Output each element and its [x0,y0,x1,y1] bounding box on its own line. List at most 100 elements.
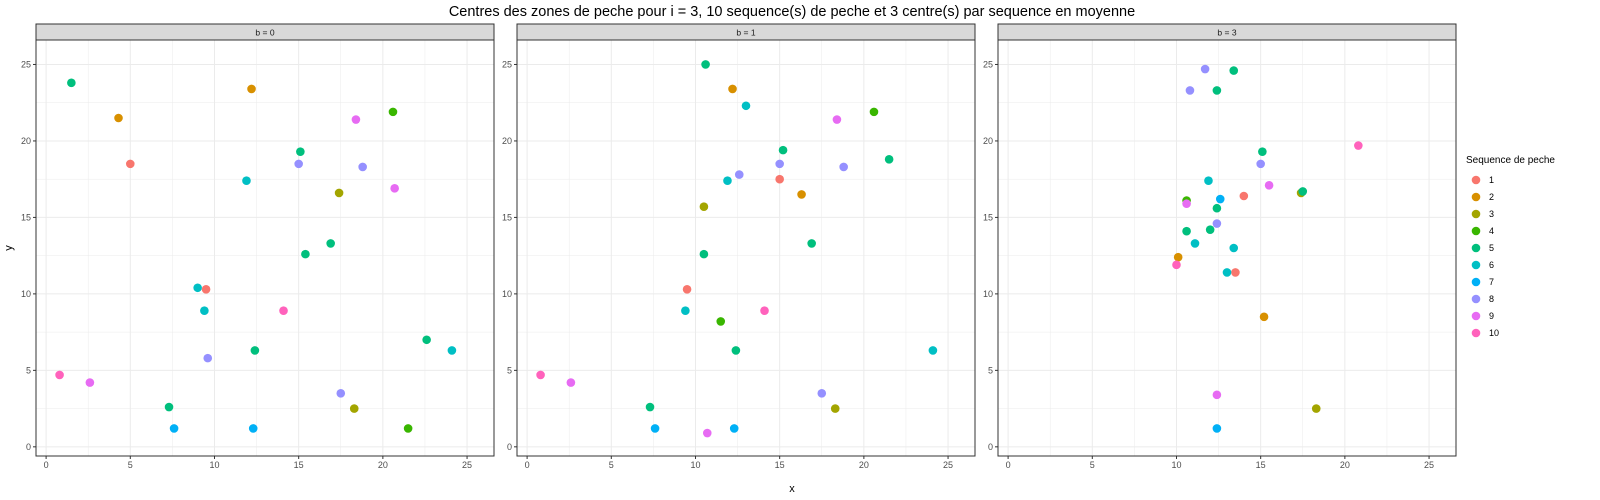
point-seq-2 [1173,252,1183,262]
x-tick-label: 20 [1340,460,1350,470]
point-seq-10 [1172,260,1181,270]
point-seq-9 [1264,180,1274,190]
panel-3: b = 3 0 5 10 15 20 25 0 5 10 15 20 25 [983,23,1457,470]
legend-key [1471,328,1481,338]
x-tick-label: 0 [1006,460,1011,470]
point-seq-7 [1215,194,1225,204]
x-tick-label: 10 [690,460,700,470]
point-seq-8 [294,159,303,169]
legend-key [1471,294,1481,304]
legend-key [1471,311,1481,321]
gridlines [998,40,1456,456]
legend-item-1: 1 [1471,175,1494,185]
legend-item-2: 2 [1471,192,1494,202]
legend-item-5: 5 [1471,243,1494,253]
point-seq-9 [702,428,712,438]
point-seq-10 [1354,141,1363,150]
point-seq-7 [1212,424,1222,433]
point-seq-7 [650,424,660,433]
point-seq-6 [1222,268,1232,277]
point-seq-6 [723,176,732,186]
legend-label: 9 [1489,311,1494,321]
point-seq-5 [1205,225,1215,234]
point-seq-5 [67,78,76,88]
point-seq-3 [349,404,359,413]
point-seq-7 [729,424,739,433]
point-seq-8 [1212,219,1222,228]
point-seq-2 [728,84,737,94]
y-tick-label: 10 [21,289,31,299]
point-seq-9 [1182,199,1191,208]
point-seq-4 [716,317,726,326]
point-seq-6 [1229,243,1239,253]
legend-label: 8 [1489,294,1494,304]
y-tick-label: 20 [502,136,512,146]
y-tick-label: 25 [502,59,512,69]
point-seq-4 [388,107,398,117]
point-seq-5 [422,335,431,345]
point-seq-9 [1212,390,1222,400]
point-seq-10 [536,370,545,380]
legend-item-10: 10 [1471,328,1499,338]
point-seq-5 [645,402,655,412]
gridlines [36,40,494,456]
point-seq-1 [201,284,211,294]
point-seq-5 [296,147,305,156]
point-seq-9 [390,184,399,193]
point-seq-6 [681,306,690,316]
y-tick-label: 25 [983,59,993,69]
point-seq-5 [1182,226,1191,236]
y-tick-label: 0 [507,442,512,452]
point-seq-6 [447,346,457,355]
point-seq-5 [1212,203,1222,213]
point-seq-6 [242,176,251,186]
y-tick-label: 15 [502,212,512,222]
y-tick-label: 20 [983,136,993,146]
x-tick-label: 25 [943,460,953,470]
point-seq-5 [301,249,310,259]
point-seq-2 [247,84,256,94]
point-seq-6 [1190,239,1200,248]
point-seq-9 [351,115,361,124]
point-seq-5 [701,60,710,69]
point-seq-10 [760,306,769,316]
gridlines [517,40,975,456]
legend-key [1471,277,1481,287]
point-seq-1 [1231,268,1240,277]
point-seq-7 [169,424,179,433]
legend-label: 7 [1489,277,1494,287]
point-seq-1 [682,284,692,294]
point-seq-6 [200,306,209,316]
point-seq-8 [775,159,784,169]
point-seq-5 [778,145,788,155]
legend-key [1471,209,1481,219]
point-seq-5 [164,402,174,412]
y-tick-label: 10 [983,289,993,299]
legend: Sequence de peche 1 2 3 4 5 6 7 8 9 10 [1466,155,1555,338]
point-seq-5 [699,249,709,259]
point-seq-5 [326,239,335,248]
point-seq-8 [734,170,744,179]
panels: b = 0 0 5 10 15 20 25 0 5 10 15 20 25 b = 1 0 5 10 15 20 25… [21,23,1457,470]
x-tick-label: 15 [1256,460,1266,470]
point-seq-6 [1204,176,1213,186]
point-seq-8 [839,162,848,172]
x-tick-label: 20 [378,460,388,470]
legend-item-8: 8 [1471,294,1494,304]
point-seq-10 [279,306,288,316]
x-tick-label: 15 [775,460,785,470]
point-seq-5 [1258,147,1267,156]
point-seq-1 [125,159,135,169]
point-seq-9 [85,378,95,387]
legend-label: 5 [1489,243,1494,253]
y-tick-label: 5 [26,365,31,375]
x-tick-label: 5 [1090,460,1095,470]
point-seq-4 [869,107,879,117]
legend-label: 1 [1489,175,1494,185]
legend-key [1471,243,1481,253]
panel-border [997,39,1457,457]
point-seq-2 [1259,312,1269,322]
point-seq-5 [884,154,894,164]
point-seq-5 [1229,66,1239,75]
